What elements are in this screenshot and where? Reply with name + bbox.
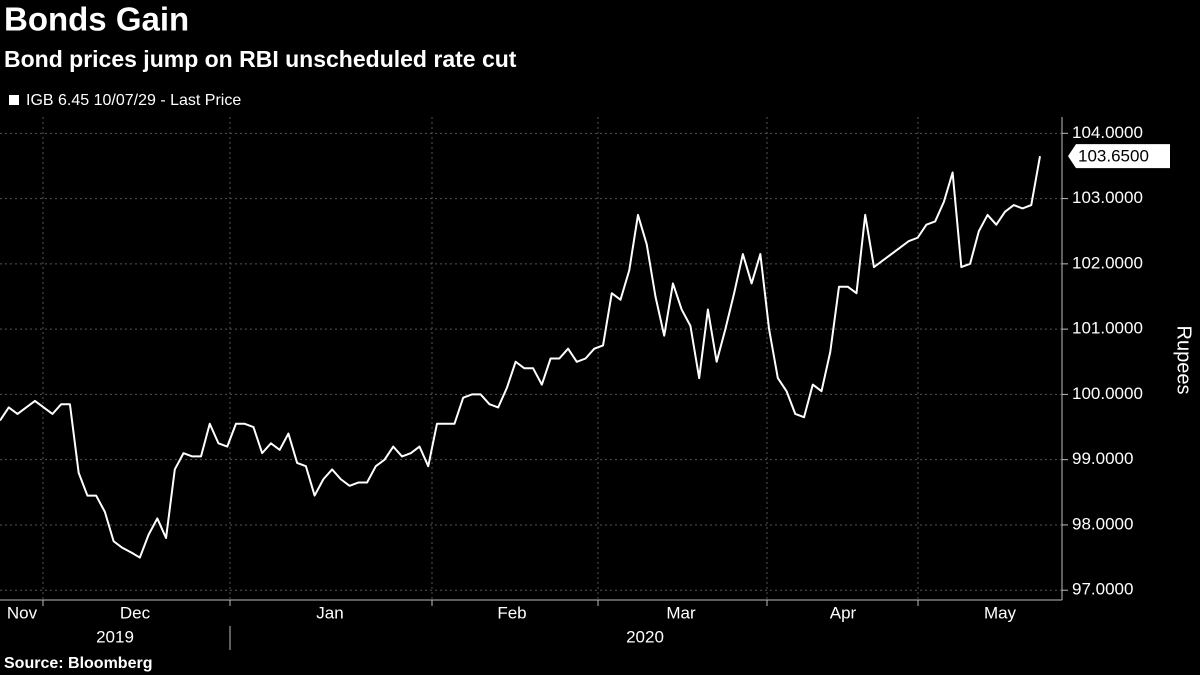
legend-swatch: [9, 95, 19, 105]
y-tick-label: 103.0000: [1072, 188, 1143, 207]
source: Source: Bloomberg: [4, 655, 152, 672]
x-tick-label: Nov: [7, 603, 38, 622]
x-tick-label: Apr: [830, 603, 857, 622]
price-line: [0, 155, 1041, 559]
last-value-label: 103.6500: [1078, 147, 1149, 166]
chart-subtitle: Bond prices jump on RBI unscheduled rate…: [4, 46, 517, 72]
y-axis-label: Rupees: [1173, 326, 1195, 395]
chart-title: Bonds Gain: [4, 1, 189, 38]
x-tick-label: May: [984, 603, 1017, 622]
x-tick-label: Mar: [666, 603, 696, 622]
year-label: 2019: [96, 627, 134, 646]
y-tick-label: 101.0000: [1072, 319, 1143, 338]
x-tick-label: Jan: [316, 603, 343, 622]
x-tick-label: Dec: [120, 603, 151, 622]
y-tick-label: 98.0000: [1072, 514, 1133, 533]
year-label: 2020: [626, 627, 664, 646]
y-tick-label: 100.0000: [1072, 384, 1143, 403]
last-value-callout: [1068, 144, 1170, 169]
y-tick-label: 104.0000: [1072, 123, 1143, 142]
legend-label: IGB 6.45 10/07/29 - Last Price: [26, 92, 241, 109]
y-tick-label: 99.0000: [1072, 449, 1133, 468]
x-tick-label: Feb: [497, 603, 526, 622]
y-tick-label: 97.0000: [1072, 580, 1133, 599]
y-tick-label: 102.0000: [1072, 253, 1143, 272]
